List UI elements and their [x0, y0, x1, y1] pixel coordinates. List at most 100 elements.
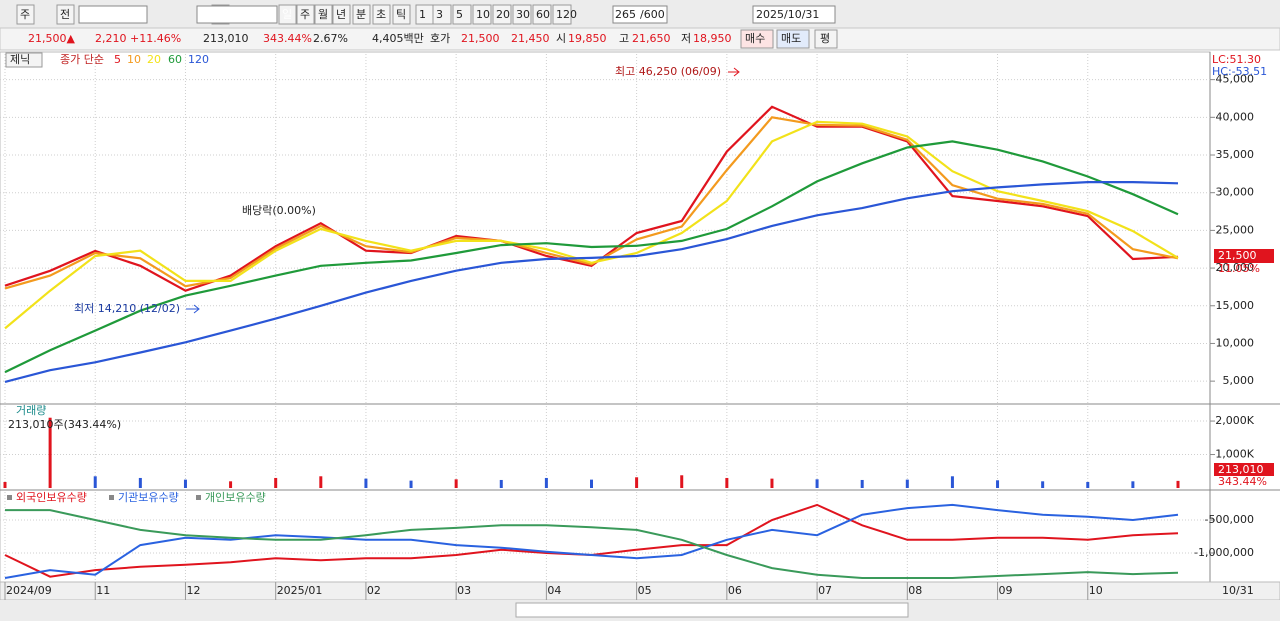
toolbar-items: 주전제닉일주월년분초틱13510203060120 — [16, 4, 577, 25]
y-tick-label: 1,000K — [1215, 448, 1254, 461]
lc: LC:51.30 — [1212, 53, 1261, 66]
toolbar-button[interactable] — [56, 4, 75, 25]
legend-entry: 120 — [188, 53, 209, 66]
low: 18,950 — [693, 32, 732, 45]
avg-button[interactable] — [814, 29, 838, 49]
legend-label: 종가 단순 — [60, 53, 104, 66]
volume-bar — [138, 477, 142, 488]
toolbar-button[interactable] — [278, 4, 297, 25]
volume-bar — [815, 479, 819, 488]
toolbar-button[interactable] — [432, 4, 452, 25]
toolbar-label[interactable]: 20 — [496, 8, 510, 21]
volume-bar — [860, 479, 864, 488]
y-tick-label: 30,000 — [1216, 186, 1255, 199]
open: 19,850 — [568, 32, 607, 45]
amount: 4,405백만 — [372, 32, 424, 45]
toolbar-button[interactable] — [452, 4, 472, 25]
code-input[interactable] — [78, 5, 148, 24]
price-tag — [1214, 249, 1274, 263]
volume-bar — [93, 476, 97, 488]
toolbar-label[interactable]: 60 — [536, 8, 550, 21]
buy[interactable]: 매수 — [745, 32, 765, 45]
volume-bar — [544, 477, 548, 488]
toolbar-label[interactable]: 일 — [282, 7, 292, 21]
toolbar-label[interactable]: 10 — [476, 8, 490, 21]
toolbar-button[interactable] — [392, 4, 411, 25]
toolbar-button[interactable] — [532, 4, 552, 25]
volume-bar — [229, 481, 233, 488]
plot-frame — [0, 51, 1211, 583]
high: 21,650 — [632, 32, 671, 45]
toolbar-button[interactable] — [314, 4, 333, 25]
toolbar-label[interactable]: 월 — [318, 8, 328, 21]
sell-button[interactable] — [776, 29, 810, 49]
toolbar-label[interactable]: 30 — [516, 8, 530, 21]
toolbar-button[interactable] — [552, 4, 572, 25]
y-tick-label: 2,000K — [1215, 414, 1254, 427]
legend-swatch — [196, 495, 201, 500]
x-tick-label: 07 — [818, 584, 832, 597]
count-input[interactable] — [612, 5, 668, 24]
toolbar-label[interactable]: 120 — [556, 8, 577, 21]
toolbar-label[interactable]: 년 — [336, 8, 346, 21]
toolbar-label[interactable]: 5 — [456, 8, 463, 21]
plot: 2024/09 11 12 2025/01 02 03 04 05 06 07 08 09 10 5,00… — [0, 53, 1255, 600]
toolbar-label[interactable]: 전 — [60, 8, 70, 21]
toolbar-label[interactable]: 틱 — [396, 8, 406, 21]
series-line — [4, 181, 1179, 383]
buy-button[interactable] — [740, 29, 774, 49]
volume-bar — [1086, 481, 1090, 488]
x-tick-label: 09 — [999, 584, 1013, 597]
toolbar-button[interactable] — [16, 4, 35, 25]
toolbar-button[interactable] — [372, 4, 391, 25]
toolbar-label[interactable]: 3 — [436, 8, 443, 21]
toolbar-button[interactable] — [296, 4, 315, 25]
x-tick-label: 10 — [1089, 584, 1103, 597]
toolbar-label[interactable]: 주 — [20, 8, 30, 21]
volume-ratio: 343.44% — [263, 32, 312, 45]
volume-bar — [905, 479, 909, 488]
stock-tag — [5, 52, 43, 68]
x-tick-label: 03 — [457, 584, 471, 597]
toolbar-button[interactable] — [472, 4, 492, 25]
y-tick-label: 10,000 — [1216, 336, 1255, 349]
ask: 21,500 — [461, 32, 500, 45]
toolbar-label[interactable]: 1 — [419, 8, 426, 21]
count: 265 — [615, 8, 636, 21]
change-pct: +11.46% — [130, 32, 181, 45]
x-tick-label: 08 — [908, 584, 922, 597]
toolbar-button[interactable] — [332, 4, 351, 25]
volume-bar — [499, 479, 503, 488]
legend-entry: 외국인보유수량 — [16, 491, 87, 504]
volume-bar — [364, 478, 368, 488]
toolbar-label[interactable]: 분 — [356, 8, 366, 21]
name-input[interactable] — [196, 5, 278, 24]
legend-entry: 20 — [147, 53, 161, 66]
volume-tag-ratio: 343.44% — [1218, 475, 1267, 488]
y-tick-label: 15,000 — [1216, 299, 1255, 312]
toolbar-label[interactable]: 초 — [376, 8, 386, 21]
legend-entry: 개인보유수량 — [205, 491, 266, 504]
y-tick-label: 20,000 — [1216, 261, 1255, 274]
sell[interactable]: 매도 — [781, 32, 801, 45]
bid-label: 호가 — [430, 32, 450, 45]
toolbar-label[interactable]: 주 — [300, 8, 310, 21]
x-tick-label: 2024/09 — [6, 584, 52, 597]
toolbar-button[interactable] — [492, 4, 512, 25]
count-max: /600 — [640, 8, 665, 21]
avg[interactable]: 평 — [820, 32, 830, 45]
toolbar-button[interactable] — [352, 4, 371, 25]
volume-bar — [274, 477, 278, 488]
toolbar-button[interactable] — [512, 4, 532, 25]
volume: 213,010 — [203, 32, 249, 45]
x-end-label: 10/31 — [1222, 584, 1254, 597]
scroll-thumb[interactable] — [515, 602, 909, 618]
price: 21,500▲ — [28, 32, 75, 45]
date-input[interactable] — [752, 5, 836, 24]
dividend-annotation: 배당락(0.00%) — [242, 204, 316, 217]
volume-bar — [183, 479, 187, 488]
volume-bar — [635, 477, 639, 488]
x-tick-label: 06 — [728, 584, 742, 597]
y-tick-label: 45,000 — [1216, 73, 1255, 86]
volume-bar — [680, 475, 684, 488]
